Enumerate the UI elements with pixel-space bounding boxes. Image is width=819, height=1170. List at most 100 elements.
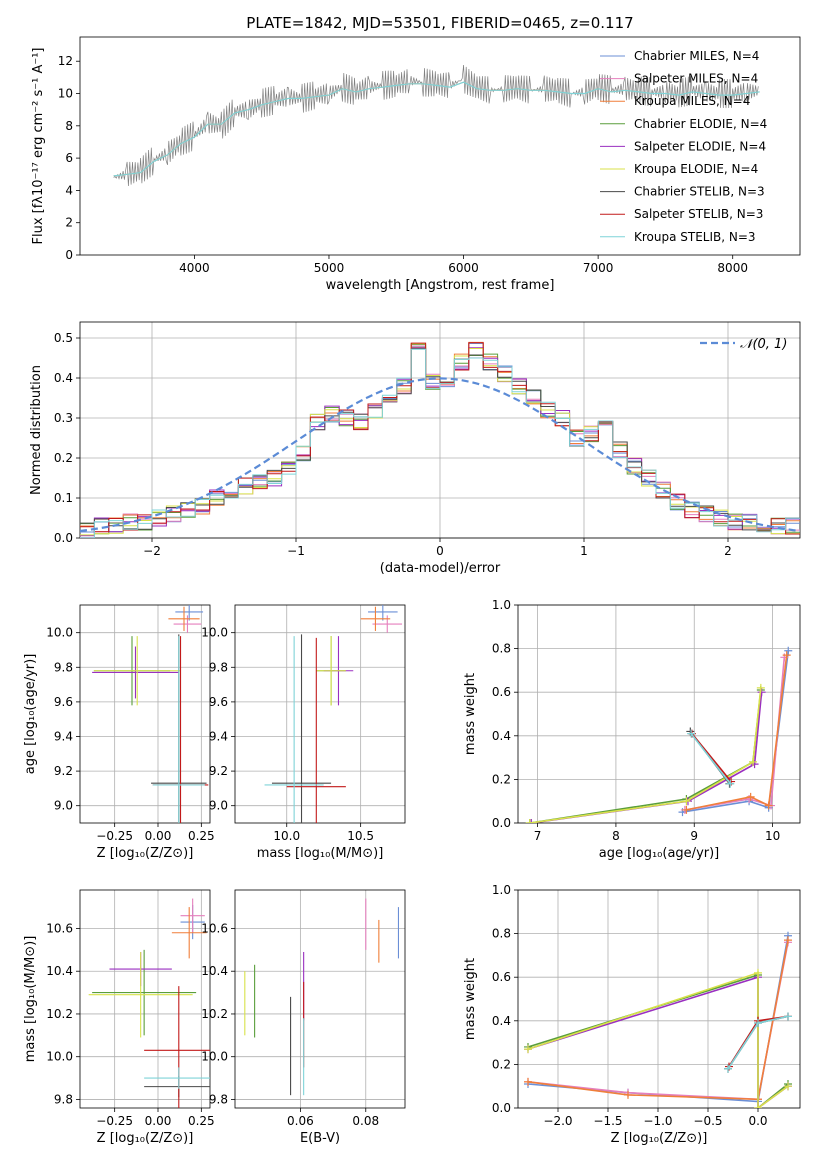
y-tick-label: 0 bbox=[65, 248, 73, 262]
x-tick-label: −1.5 bbox=[593, 1114, 622, 1128]
weight-marker bbox=[726, 779, 735, 788]
y-tick-label: 0.8 bbox=[492, 642, 511, 656]
x-tick-label: 8 bbox=[612, 829, 620, 843]
weight-line bbox=[684, 657, 786, 811]
weight-line bbox=[691, 733, 732, 783]
y-tick-label: 9.8 bbox=[54, 660, 73, 674]
weight-marker bbox=[784, 1082, 792, 1091]
y-tick-label: 0.6 bbox=[492, 970, 511, 984]
y-tick-label: 9.2 bbox=[54, 764, 73, 778]
weight-line bbox=[690, 733, 731, 785]
weight-marker bbox=[527, 819, 536, 823]
errorbar-plot bbox=[264, 605, 403, 823]
y-axis-label: Normed distribution bbox=[29, 365, 44, 495]
y-tick-label: 2 bbox=[65, 216, 73, 230]
y-tick-label: 0.6 bbox=[492, 685, 511, 699]
y-tick-label: 10.0 bbox=[46, 1050, 73, 1064]
x-tick-label: 1 bbox=[580, 544, 588, 558]
y-tick-label: 1.0 bbox=[492, 883, 511, 897]
x-tick-label: 0.25 bbox=[188, 829, 215, 843]
y-axis-label: mass weight bbox=[463, 958, 478, 1040]
legend-label: Salpeter MILES, N=4 bbox=[634, 72, 758, 86]
x-axis-label: Z [log₁₀(Z/Z⊙)] bbox=[97, 1131, 194, 1146]
weight-line bbox=[686, 655, 788, 811]
y-tick-label: 9.2 bbox=[209, 764, 228, 778]
weight-marker bbox=[624, 1090, 632, 1099]
weight-marker bbox=[524, 1045, 532, 1054]
axes-frame bbox=[234, 889, 406, 1109]
x-axis-label: (data-model)/error bbox=[380, 561, 501, 576]
weight-marker bbox=[750, 760, 759, 769]
x-axis-label: Z [log₁₀(Z/Z⊙)] bbox=[611, 1131, 708, 1146]
panel-mass-vs-Z: −0.25 0.00 0.25 9.8 10.0 10.2 10.4 10.6 Z [log₁₀… bbox=[23, 889, 215, 1146]
y-tick-label: 9.4 bbox=[209, 729, 228, 743]
x-tick-label: 6000 bbox=[448, 261, 479, 275]
errorbar-plot bbox=[88, 898, 210, 1108]
x-tick-label: 0.25 bbox=[188, 1114, 215, 1128]
weight-marker bbox=[757, 688, 766, 697]
y-tick-label: 9.8 bbox=[54, 1092, 73, 1106]
y-tick-label: 10.6 bbox=[201, 921, 228, 935]
legend-label: Kroupa MILES, N=4 bbox=[634, 94, 750, 108]
y-tick-label: 6 bbox=[65, 151, 73, 165]
weight-plot bbox=[524, 931, 792, 1108]
errorbar-plot bbox=[244, 898, 400, 1096]
panel-weight-vs-Z: −2.0 −1.5 −1.0 −0.5 0.0 0.0 0.2 0.4 0.6 0.8 1.0 Z [… bbox=[463, 883, 801, 1146]
x-tick-label: −2.0 bbox=[543, 1114, 572, 1128]
weight-marker bbox=[784, 1012, 792, 1021]
y-tick-label: 0.4 bbox=[492, 1014, 511, 1028]
y-tick-label: 0.0 bbox=[492, 1101, 511, 1115]
spectrum-plot bbox=[113, 64, 760, 187]
y-tick-label: 8 bbox=[65, 119, 73, 133]
x-tick-label: 9 bbox=[690, 829, 698, 843]
weight-marker bbox=[784, 646, 793, 655]
weight-line bbox=[527, 971, 789, 1108]
weight-line bbox=[529, 687, 762, 823]
y-tick-label: 9.8 bbox=[209, 660, 228, 674]
weight-marker bbox=[784, 936, 792, 945]
x-axis-label: Z [log₁₀(Z/Z⊙)] bbox=[97, 846, 194, 861]
x-tick-label: 0 bbox=[436, 544, 444, 558]
axes-frame bbox=[79, 36, 801, 256]
y-tick-label: 0.2 bbox=[54, 451, 73, 465]
weight-marker bbox=[682, 805, 691, 814]
weight-marker bbox=[746, 792, 755, 801]
axes-frame bbox=[517, 604, 801, 824]
y-axis-label: mass weight bbox=[463, 673, 478, 755]
axes-frame bbox=[79, 321, 801, 539]
y-tick-label: 10.6 bbox=[46, 921, 73, 935]
histogram-step bbox=[80, 348, 800, 538]
model-spectrum-line bbox=[113, 81, 760, 177]
histogram-plot bbox=[80, 341, 800, 538]
y-tick-label: 0.0 bbox=[54, 531, 73, 545]
y-tick-label: 0.5 bbox=[54, 331, 73, 345]
y-axis-label: mass [log₁₀(M/M⊙)] bbox=[23, 936, 38, 1063]
x-tick-label: 0.00 bbox=[145, 829, 172, 843]
x-tick-label: 7000 bbox=[583, 261, 614, 275]
y-tick-label: 10.0 bbox=[201, 1050, 228, 1064]
x-tick-label: 5000 bbox=[314, 261, 345, 275]
data-spectrum-line bbox=[113, 64, 759, 187]
y-tick-label: 9.4 bbox=[54, 729, 73, 743]
y-tick-label: 9.6 bbox=[54, 695, 73, 709]
y-tick-label: 0.2 bbox=[492, 772, 511, 786]
x-tick-label: −1.0 bbox=[643, 1114, 672, 1128]
y-tick-label: 0.3 bbox=[54, 411, 73, 425]
axes-frame bbox=[79, 604, 211, 824]
y-tick-label: 10.2 bbox=[201, 1007, 228, 1021]
legend-label: Chabrier MILES, N=4 bbox=[634, 49, 759, 63]
y-tick-label: 0.4 bbox=[54, 371, 73, 385]
errorbar-plot bbox=[92, 605, 209, 823]
legend-label: Chabrier ELODIE, N=4 bbox=[634, 117, 767, 131]
panel-age-vs-Z: −0.25 0.00 0.25 9.0 9.2 9.4 9.6 9.8 10.0 Z [log₁₀… bbox=[23, 604, 215, 861]
x-tick-label: −0.25 bbox=[96, 1114, 133, 1128]
axes-frame bbox=[234, 604, 406, 824]
y-tick-label: 1.0 bbox=[492, 598, 511, 612]
weight-marker bbox=[782, 651, 791, 660]
weight-marker bbox=[754, 1104, 762, 1108]
y-tick-label: 10.0 bbox=[201, 626, 228, 640]
x-tick-label: 0.06 bbox=[287, 1114, 314, 1128]
x-tick-label: −1 bbox=[287, 544, 305, 558]
x-tick-label: −0.25 bbox=[96, 829, 133, 843]
